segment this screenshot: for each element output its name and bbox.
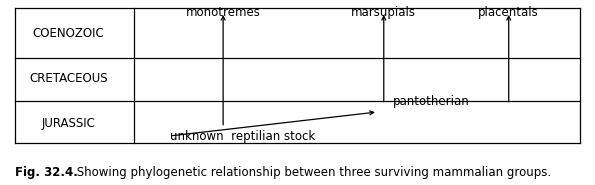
Text: JURASSIC: JURASSIC [42,117,95,130]
Text: Fig. 32.4.: Fig. 32.4. [15,166,78,179]
Text: pantotherian: pantotherian [393,95,469,108]
Text: unknown  reptilian stock: unknown reptilian stock [170,130,315,143]
Text: placentals: placentals [478,6,539,19]
Text: Showing phylogenetic relationship between three surviving mammalian groups.: Showing phylogenetic relationship betwee… [73,166,552,179]
Text: monotremes: monotremes [186,6,261,19]
Text: marsupials: marsupials [351,6,416,19]
Text: COENOZOIC: COENOZOIC [33,27,104,40]
Text: CRETACEOUS: CRETACEOUS [29,72,108,85]
